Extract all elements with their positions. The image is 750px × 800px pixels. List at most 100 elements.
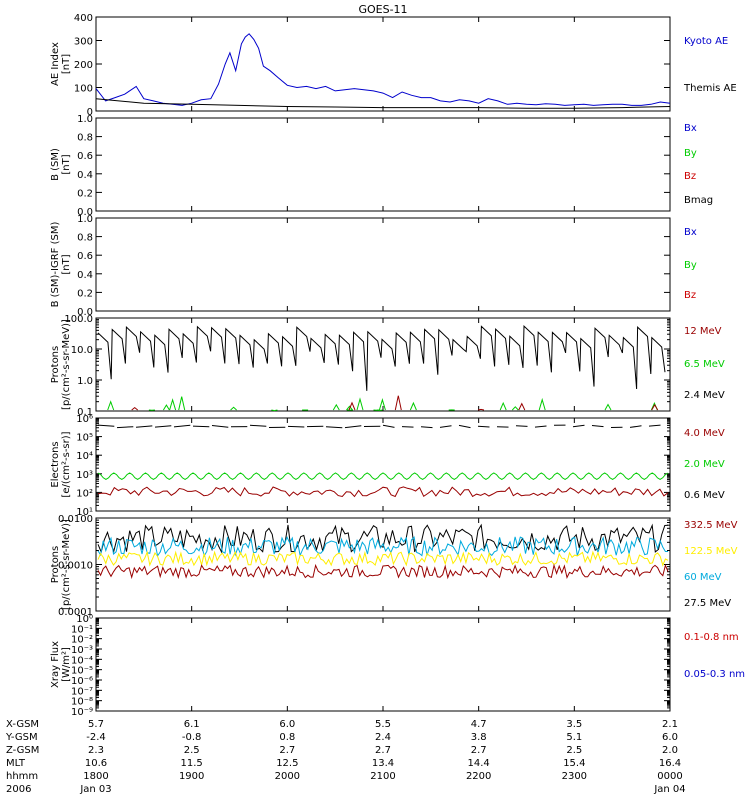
series-line — [648, 424, 661, 427]
legend-label: Kyoto AE — [684, 36, 728, 47]
series-line — [409, 401, 417, 411]
x-axis-tick-label: 6.1 — [184, 719, 200, 730]
panel-5: 10¹ 10² 10³ 10⁴ 10⁵ 10⁶ Electrons [e/(cm²-s-sr)… — [50, 414, 725, 518]
legend-label: 6.5 MeV — [684, 359, 725, 370]
y-tick-label: 0.1 — [77, 407, 93, 418]
legend-label: 0.6 MeV — [684, 490, 725, 501]
legend-label: 2.4 MeV — [684, 390, 725, 401]
panel-1: 0 100 200 300 400 AE Index [nT] Kyoto AE Themis … — [50, 13, 737, 118]
x-axis-row-label: Z-GSM — [6, 745, 39, 756]
y-tick-label: 10² — [76, 488, 93, 499]
y-tick-label: 10³ — [76, 470, 93, 481]
legend-label: By — [684, 260, 697, 271]
y-axis-label: [p/(cm²-s-sr-MeV)] — [61, 519, 72, 610]
y-axis-label: [W/m²] — [61, 647, 72, 682]
series-line — [401, 426, 414, 428]
series-line — [477, 425, 490, 428]
y-tick-label: 0.6 — [77, 251, 93, 262]
series-line — [382, 424, 395, 428]
x-axis-tick-label: 2.4 — [375, 732, 391, 743]
panel-3: 0.0 0.2 0.4 0.6 0.8 1.0 B (SM)-IGRF (SM) [nT] Bx… — [50, 214, 697, 318]
y-tick-label: 100.0 — [64, 314, 93, 325]
panel-frame — [95, 117, 671, 212]
y-tick-label: 10⁻⁶ — [71, 676, 93, 687]
series-line — [332, 403, 340, 411]
x-axis-tick-label: -2.4 — [86, 732, 106, 743]
x-axis-tick-label: 14.4 — [468, 758, 490, 769]
y-tick-label: 300 — [74, 37, 93, 48]
x-axis-tick-label: 5.5 — [375, 719, 391, 730]
series-line — [178, 396, 186, 411]
series-line — [356, 397, 364, 411]
series-line — [230, 406, 237, 411]
legend-label: Bz — [684, 171, 696, 182]
series-line — [651, 403, 659, 411]
legend-label: By — [684, 148, 697, 159]
y-tick-label: 0.6 — [77, 151, 93, 162]
y-tick-label: 0.0 — [77, 207, 93, 218]
y-tick-label: 0 — [87, 107, 93, 118]
legend-label: 332.5 MeV — [684, 520, 738, 531]
x-axis-tick-label: 3.8 — [471, 732, 487, 743]
series-line — [538, 397, 546, 411]
panel-2: 0.0 0.2 0.4 0.6 0.8 1.0 B (SM) [nT] Bx By Bz Bmag — [50, 114, 713, 218]
y-axis-label: [e/(cm²-s-sr)] — [61, 431, 72, 497]
x-axis-tick-label: 6.0 — [279, 719, 295, 730]
series-line — [107, 400, 115, 411]
y-tick-label: 10⁰ — [76, 614, 93, 625]
x-axis-tick-label: 2.7 — [279, 745, 295, 756]
series-line — [95, 33, 671, 106]
series-line — [499, 401, 507, 411]
x-axis-tick-label: 1800 — [83, 771, 108, 782]
series-line — [116, 426, 134, 429]
legend-label: Bx — [684, 227, 697, 238]
y-tick-label: 400 — [74, 13, 93, 24]
y-tick-label: 0.2 — [77, 188, 93, 199]
y-tick-label: 200 — [74, 60, 93, 71]
x-axis-tick-label: 16.4 — [659, 758, 681, 769]
y-tick-label: 10⁻⁸ — [71, 697, 93, 708]
x-axis-tick-label: 15.4 — [563, 758, 585, 769]
series-line — [97, 324, 666, 391]
y-tick-label: 0.0010 — [58, 561, 93, 572]
x-axis-tick-label: 2.3 — [88, 745, 104, 756]
panel-frame — [95, 417, 671, 512]
y-axis-label: Electrons — [50, 441, 61, 487]
series-line — [135, 425, 153, 428]
x-axis-tick-label: -0.8 — [182, 732, 202, 743]
series-line — [378, 398, 386, 411]
series-line — [95, 98, 671, 109]
y-tick-label: 10⁻⁵ — [71, 666, 93, 677]
panel-frame — [95, 217, 671, 312]
series-line — [348, 401, 356, 411]
y-axis-label: [nT] — [61, 254, 72, 274]
series-line — [477, 408, 485, 411]
series-line — [511, 406, 519, 411]
x-axis-row-label: X-GSM — [6, 719, 39, 730]
y-axis-label: AE Index — [50, 42, 61, 86]
series-line — [97, 424, 115, 427]
series-line — [97, 486, 669, 498]
y-tick-label: 10⁻³ — [71, 645, 93, 656]
x-axis-tick-label: 2.5 — [184, 745, 200, 756]
series-line — [97, 472, 669, 480]
series-line — [344, 425, 362, 429]
panel-frame — [95, 617, 671, 712]
y-tick-label: 10.0 — [71, 345, 93, 356]
legend-label: 0.05-0.3 nm — [684, 669, 745, 680]
panel-4: 0.1 1.0 10.0 100.0 Protons [p/(cm²-s-sr-MeV)]… — [50, 314, 725, 418]
x-axis-tick-label: 10.6 — [85, 758, 107, 769]
y-tick-label: 0.2 — [77, 288, 93, 299]
legend-label: 0.1-0.8 nm — [684, 632, 739, 643]
series-line — [154, 425, 172, 428]
chart-title: GOES-11 — [358, 3, 407, 16]
x-axis-tick-label: 6.0 — [662, 732, 678, 743]
y-tick-label: 10⁶ — [76, 414, 93, 425]
y-tick-label: 0.0001 — [58, 607, 93, 618]
y-tick-label: 0.4 — [77, 170, 93, 181]
series-line — [271, 409, 278, 412]
x-axis-row-label: MLT — [6, 758, 26, 769]
series-line — [173, 424, 191, 428]
